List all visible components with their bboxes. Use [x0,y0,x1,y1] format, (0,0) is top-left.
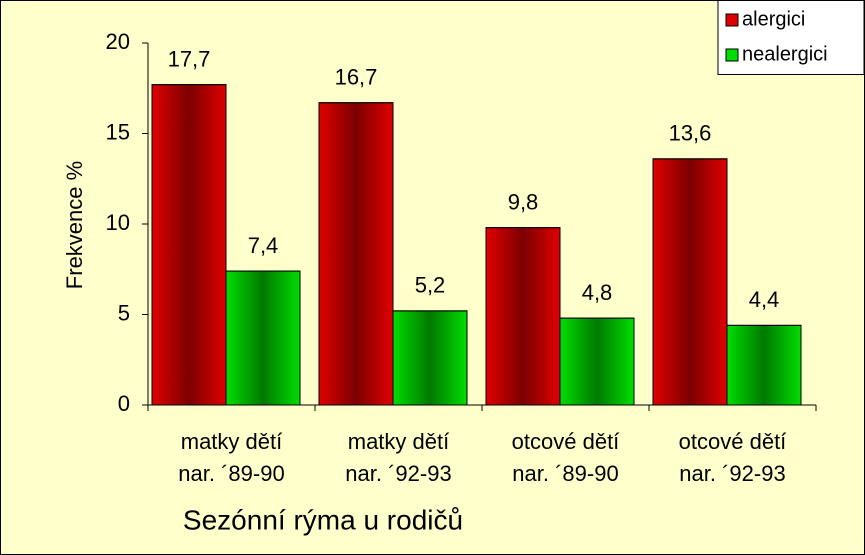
bar-shade [652,158,728,406]
y-tick-label: 5 [118,300,130,325]
data-label: 13,6 [669,121,712,146]
data-label: 4,8 [582,280,613,305]
data-label: 4,4 [749,287,780,312]
bar-shade [151,84,227,406]
y-tick-label: 15 [106,119,130,144]
bar-shade [318,102,394,406]
data-label: 9,8 [508,189,539,214]
legend-label: nealergici [742,43,828,65]
x-tick-label: otcové dětí nar. ´89-90 [512,429,620,486]
legend [717,0,865,75]
y-tick-label: 20 [106,29,130,54]
data-label: 5,2 [415,273,446,298]
x-tick-label: otcové dětí nar. ´92-93 [679,429,787,486]
data-label: 16,7 [335,65,378,90]
bar-shade [225,270,301,406]
x-tick-label: matky dětí nar. ´92-93 [345,429,451,486]
x-tick-label: matky dětí nar. ´89-90 [178,429,284,486]
data-label: 7,4 [248,233,279,258]
x-axis-title: Sezónní rýma u rodičů [183,504,463,535]
legend-swatch [725,13,739,27]
legend-swatch [725,48,739,62]
y-tick-label: 0 [118,391,130,416]
bar-shade [726,324,802,406]
bar-shade [559,317,635,406]
bar-shade [392,310,468,406]
legend-label: alergici [742,8,805,30]
y-tick-label: 10 [106,210,130,235]
y-axis-title: Frekvence % [62,161,87,289]
bar-shade [485,227,561,406]
data-label: 17,7 [168,46,211,71]
